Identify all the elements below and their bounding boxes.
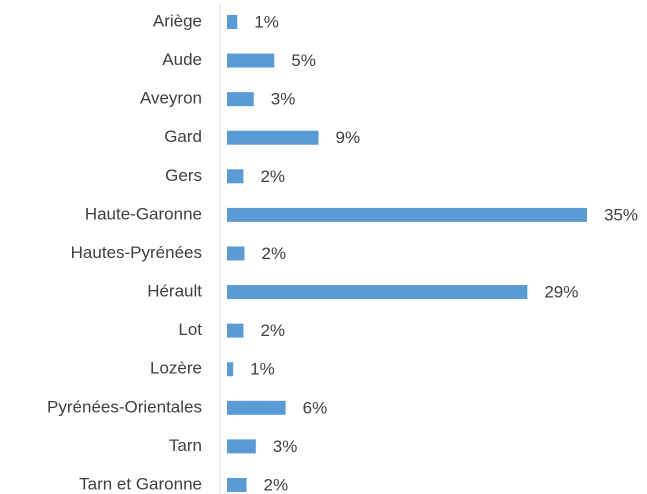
category-label: Tarn: [169, 436, 202, 455]
bar: [227, 169, 244, 184]
bar: [227, 323, 244, 338]
category-label: Hérault: [147, 282, 202, 301]
category-label: Gard: [164, 127, 202, 146]
bar: [227, 246, 245, 261]
bar: [227, 130, 319, 145]
value-label: 29%: [544, 283, 578, 302]
value-label: 2%: [260, 167, 285, 186]
value-label: 3%: [271, 90, 296, 109]
value-label: 9%: [336, 128, 361, 147]
value-label: 3%: [273, 437, 298, 456]
bar: [227, 477, 247, 492]
value-label: 1%: [254, 12, 279, 31]
value-label: 2%: [264, 475, 289, 494]
bar: [227, 207, 587, 222]
value-label: 2%: [260, 321, 285, 340]
value-label: 6%: [303, 398, 328, 417]
category-label: Aude: [162, 50, 202, 69]
category-label: Hautes-Pyrénées: [71, 243, 202, 262]
value-label: 1%: [250, 360, 275, 379]
category-label: Lozère: [150, 359, 202, 378]
category-label: Pyrénées-Orientales: [47, 397, 202, 416]
bar: [227, 92, 254, 107]
category-label: Lot: [178, 320, 202, 339]
category-label: Gers: [165, 166, 202, 185]
bar: [227, 439, 256, 454]
category-label: Haute-Garonne: [85, 204, 202, 223]
bar: [227, 15, 238, 29]
bar: [227, 285, 528, 300]
category-label: Aveyron: [140, 89, 202, 108]
category-label: Ariège: [153, 11, 202, 30]
value-label: 2%: [261, 244, 286, 263]
value-label: 35%: [604, 205, 638, 224]
bar: [227, 362, 234, 377]
category-label: Tarn et Garonne: [79, 474, 202, 493]
bar: [227, 53, 275, 68]
bar: [227, 400, 286, 415]
value-label: 5%: [291, 51, 316, 70]
